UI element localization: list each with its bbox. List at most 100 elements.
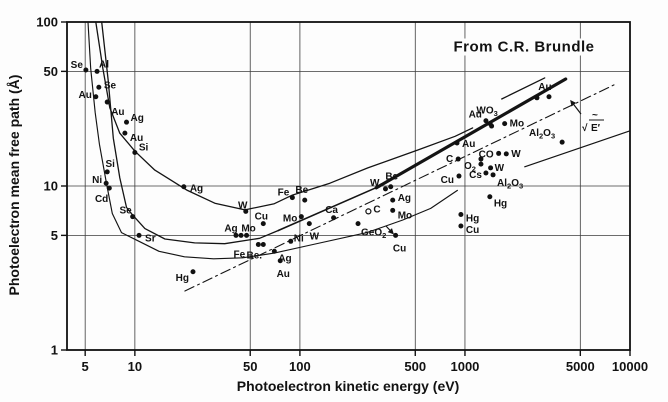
data-point (83, 67, 89, 73)
point-label: Be (295, 185, 308, 196)
data-point (458, 212, 464, 218)
point-label: W (495, 163, 505, 174)
point-label: Si (139, 143, 149, 154)
y-axis-title: Photoelectron mean free path (Å) (6, 74, 22, 296)
point-label: C (373, 204, 380, 215)
point-label: Au (111, 107, 124, 118)
x-tick-label: 100 (289, 359, 311, 374)
data-point (365, 208, 372, 215)
point-label: W (238, 200, 248, 211)
point-label: Ni (92, 175, 102, 186)
data-point (103, 180, 109, 186)
sqrtE-thick-line (374, 77, 568, 190)
point-label: Fe (234, 249, 246, 260)
data-point (478, 156, 484, 162)
data-point (260, 221, 266, 227)
data-point (534, 95, 540, 101)
data-point (94, 68, 100, 74)
data-point (502, 121, 508, 127)
data-point (489, 123, 495, 129)
data-point (233, 232, 239, 238)
point-label: O2​ (464, 161, 476, 174)
point-label: Be (385, 172, 398, 183)
point-label: Al (99, 59, 109, 70)
point-label: WO3​ (476, 106, 497, 119)
x-tick-label: 5 (82, 359, 89, 374)
data-point (490, 172, 496, 178)
y-tick-label: 1 (51, 343, 58, 358)
data-point (106, 185, 112, 191)
data-point (559, 139, 565, 145)
data-point (181, 184, 187, 190)
data-point (483, 170, 489, 176)
upper-envelope-right (501, 77, 546, 100)
data-point (388, 184, 394, 190)
data-point (132, 150, 138, 156)
point-label: Fe (278, 188, 290, 199)
point-label: W (511, 149, 521, 160)
data-point (96, 84, 102, 90)
source-annotation: From C.R. Brundle (447, 38, 601, 56)
x-tick-label: 50 (243, 359, 257, 374)
point-label: Cu (255, 212, 268, 223)
x-tick-label: 10 (128, 359, 142, 374)
point-label: Ni (294, 233, 304, 244)
point-label: Be. (247, 250, 263, 261)
point-label: Sr (145, 233, 156, 244)
x-axis-title: Photoelectron kinetic energy (eV) (236, 378, 460, 394)
point-label: Al2​O3​ (497, 178, 523, 191)
point-label: Cu (466, 225, 479, 236)
data-point (488, 165, 494, 171)
x-tick-label: 5000 (566, 359, 595, 374)
point-label: Cu (441, 175, 454, 186)
point-label: Ag (278, 253, 291, 264)
point-label: Ag (131, 113, 144, 124)
data-point (288, 238, 294, 244)
data-point (122, 130, 128, 136)
y-tick-label: 100 (36, 15, 58, 30)
data-point (277, 258, 283, 264)
y-tick-label: 5 (51, 228, 58, 243)
upper-envelope (95, 21, 474, 211)
data-point (289, 195, 295, 201)
data-point (483, 118, 489, 124)
data-point (136, 232, 142, 238)
data-point (546, 94, 552, 100)
point-label: Ca (325, 205, 338, 216)
data-point (393, 232, 399, 238)
data-point (306, 221, 312, 227)
cu-pointer-arrow-head (387, 228, 394, 235)
point-label: W (310, 232, 320, 243)
data-point (458, 223, 464, 229)
sqrtE-arrow-head (570, 99, 577, 107)
data-point (455, 156, 461, 162)
point-label: Ag (398, 193, 411, 204)
sqrtE-tilde: ~ (592, 110, 598, 121)
point-label: Mo (510, 119, 524, 130)
point-label: Au (469, 110, 482, 121)
sqrtE-rise (277, 185, 380, 232)
point-label: W (370, 178, 380, 189)
point-label: Au (538, 82, 551, 93)
x-tick-label: 500 (404, 359, 426, 374)
point-label: Cu (393, 243, 406, 254)
point-label: Au (277, 269, 290, 280)
point-label: Mo (241, 223, 255, 234)
point-label: Ag (190, 184, 203, 195)
data-point (104, 99, 110, 105)
x-tick-label: 1000 (450, 359, 479, 374)
point-label: Al2​O3​ (529, 128, 555, 141)
data-point (255, 241, 261, 247)
data-point (243, 208, 249, 214)
data-point (298, 214, 304, 220)
data-point (271, 248, 277, 254)
data-point (331, 215, 337, 221)
data-point (487, 194, 493, 200)
data-point (190, 269, 196, 275)
point-label: Ag (224, 223, 237, 234)
lower-envelope (87, 21, 458, 260)
data-point (456, 173, 462, 179)
data-point (496, 150, 502, 156)
